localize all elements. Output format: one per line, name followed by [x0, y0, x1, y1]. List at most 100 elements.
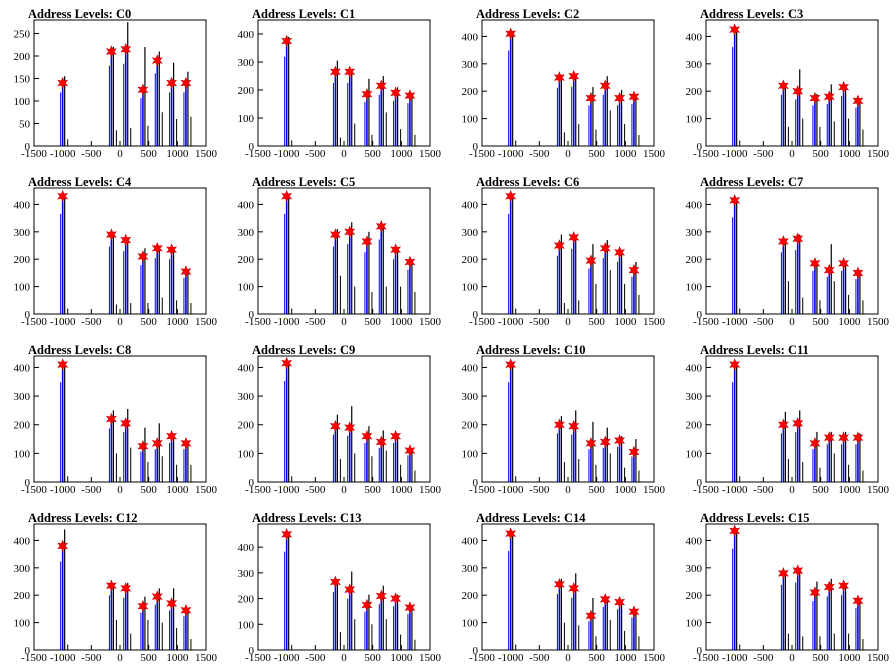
y-tick-label: 300: [686, 59, 703, 71]
peak-marker-star: [166, 243, 178, 256]
chart-panel: Address Levels: C5 0 100 200 300 400 -1500 -100…: [224, 168, 448, 336]
x-tick-label: 1500: [419, 148, 442, 160]
y-tick-label: 200: [238, 420, 255, 432]
peak-marker-star: [599, 79, 611, 93]
peak-marker-star: [777, 566, 789, 580]
chart-panel: Address Levels: C15 0 100 200 300 400 -1500 -10…: [672, 504, 896, 672]
peak-marker-star: [505, 527, 517, 540]
y-tick-label: 400: [462, 535, 479, 547]
peak-marker-star: [838, 579, 850, 592]
peak-marker-star: [568, 230, 580, 244]
x-tick-label: 500: [588, 484, 605, 496]
peak-marker-star: [120, 233, 132, 247]
x-tick-label: -500: [529, 316, 550, 328]
peak-marker-star: [344, 225, 356, 239]
peak-marker-star: [729, 358, 741, 371]
plot-frame: [481, 523, 655, 651]
y-tick-label: 400: [238, 199, 255, 211]
peak-marker-star: [809, 586, 821, 599]
x-tick-label: 0: [117, 652, 123, 664]
x-tick-label: 500: [588, 148, 605, 160]
x-tick-label: 1000: [838, 484, 861, 496]
y-tick-label: 300: [462, 563, 479, 575]
plot-frame: [705, 523, 879, 651]
peak-marker-star: [614, 595, 626, 609]
y-tick-label: 150: [14, 74, 31, 86]
x-tick-label: 1000: [838, 652, 861, 664]
peak-marker-star: [281, 356, 293, 370]
peak-marker-star: [166, 597, 178, 610]
x-tick-label: -500: [81, 316, 102, 328]
peak-marker-star: [390, 592, 402, 605]
y-tick-label: 200: [462, 86, 479, 98]
chart-svg: Address Levels: C2 0 100 200 300 400 -1500 -100…: [462, 7, 666, 160]
peak-marker-star: [281, 34, 293, 48]
y-tick-label: 300: [14, 563, 31, 575]
y-tick-label: 200: [238, 594, 255, 606]
y-tick-label: 100: [238, 619, 255, 631]
y-tick-label: 300: [686, 563, 703, 575]
y-tick-label: 0: [249, 645, 255, 657]
x-tick-label: -500: [529, 484, 550, 496]
y-tick-label: 0: [473, 141, 479, 153]
plot-frame: [257, 523, 431, 651]
peak-marker-star: [568, 582, 580, 595]
peak-marker-star: [505, 358, 517, 371]
plot-frame: [481, 355, 655, 483]
peak-marker-star: [57, 539, 69, 553]
y-tick-label: 400: [238, 362, 255, 374]
y-tick-label: 300: [14, 391, 31, 403]
x-tick-label: 1500: [195, 652, 218, 664]
x-tick-label: 1500: [643, 652, 666, 664]
peak-marker-star: [809, 437, 821, 450]
chart-svg: Address Levels: C12 0 100 200 300 400 -1500 -10…: [14, 511, 218, 664]
x-tick-label: 500: [812, 652, 829, 664]
peak-marker-star: [137, 599, 149, 613]
x-tick-label: -500: [753, 148, 774, 160]
x-tick-label: 1000: [390, 484, 413, 496]
x-tick-label: -1500: [469, 148, 495, 160]
peak-marker-star: [329, 575, 341, 589]
x-tick-label: -1000: [50, 652, 76, 664]
x-tick-label: -1000: [274, 484, 300, 496]
x-tick-label: -1000: [722, 652, 748, 664]
peak-marker-star: [553, 71, 565, 84]
chart-title: Address Levels: C2: [476, 7, 579, 21]
y-tick-label: 200: [686, 590, 703, 602]
peak-marker-star: [505, 189, 517, 203]
x-tick-label: 0: [117, 316, 123, 328]
x-tick-label: 0: [565, 652, 571, 664]
peak-marker-star: [568, 69, 580, 83]
x-tick-label: 0: [117, 484, 123, 496]
chart-title: Address Levels: C4: [28, 175, 132, 189]
x-tick-label: -1500: [21, 484, 47, 496]
x-tick-label: 500: [364, 484, 381, 496]
y-tick-label: 400: [238, 542, 255, 554]
chart-svg: Address Levels: C6 0 100 200 300 400 -1500 -100…: [462, 175, 666, 328]
x-tick-label: 1500: [643, 316, 666, 328]
chart-title: Address Levels: C8: [28, 343, 131, 357]
peak-marker-star: [120, 582, 132, 595]
x-tick-label: -500: [753, 484, 774, 496]
y-tick-label: 0: [473, 477, 479, 489]
peak-marker-star: [375, 589, 387, 603]
peak-marker-star: [105, 412, 117, 426]
peak-marker-star: [777, 235, 789, 248]
y-tick-label: 100: [462, 618, 479, 630]
x-tick-label: -1500: [21, 316, 47, 328]
chart-title: Address Levels: C11: [700, 343, 809, 357]
chart-title: Address Levels: C13: [252, 511, 362, 525]
y-tick-label: 400: [686, 199, 703, 211]
y-tick-label: 200: [14, 590, 31, 602]
peak-marker-star: [729, 524, 741, 538]
peak-marker-star: [390, 243, 402, 256]
chart-svg: Address Levels: C5 0 100 200 300 400 -1500 -100…: [238, 175, 442, 328]
x-tick-label: -1000: [498, 148, 524, 160]
y-tick-label: 0: [249, 477, 255, 489]
chart-svg: Address Levels: C9 0 100 200 300 400 -1500 -100…: [238, 343, 442, 496]
y-tick-label: 300: [462, 391, 479, 403]
chart-title: Address Levels: C0: [28, 7, 131, 21]
y-tick-label: 200: [14, 420, 31, 432]
peak-marker-star: [404, 89, 416, 102]
peak-marker-star: [628, 90, 640, 104]
